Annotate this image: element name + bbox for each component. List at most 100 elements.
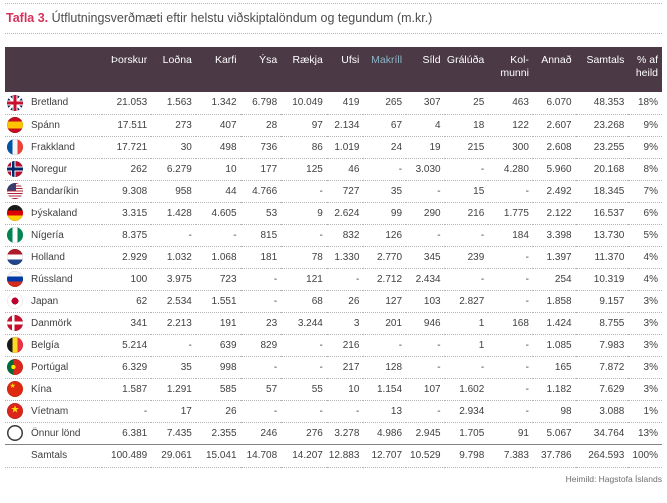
column-header-ufsi: Ufsi (326, 47, 364, 92)
country-label: Belgía (31, 339, 60, 351)
column-header-sild: Síld (406, 47, 445, 92)
value-ysa: 23 (240, 312, 282, 335)
value-karfi: 585 (195, 378, 241, 401)
value-annad: 98 (532, 400, 576, 423)
value-graluda: 239 (444, 246, 489, 269)
report-page: Tafla 3. Útflutningsverðmæti eftir helst… (0, 0, 667, 484)
value-pct-af-heild: 9% (628, 136, 662, 159)
value-sild: 307 (406, 92, 445, 115)
flag-de-icon (7, 205, 23, 221)
column-header-karfi: Karfi (195, 47, 241, 92)
value-samtals: 13.730 (575, 224, 629, 247)
country-cell: Rússland (5, 268, 103, 291)
value-makrill: 12.707 (363, 443, 407, 468)
value-annad: 3.398 (532, 224, 576, 247)
value-kolmunni: - (488, 356, 533, 379)
value-lodna: 273 (151, 114, 196, 137)
value-lodna: 1.032 (151, 246, 196, 269)
value-sild: - (406, 356, 445, 379)
value-annad: 2.608 (532, 136, 576, 159)
country-label: Frakkland (31, 141, 75, 153)
value-samtals: 9.157 (575, 290, 629, 313)
value-pct-af-heild: 1% (628, 400, 662, 423)
value-ufsi: 2.134 (326, 114, 364, 137)
value-annad: 1.397 (532, 246, 576, 269)
value-ufsi: 3.278 (326, 422, 364, 445)
value-ufsi: 1.019 (326, 136, 364, 159)
value-lodna: 1.563 (151, 92, 196, 115)
value-karfi: 15.041 (195, 443, 241, 468)
table-row-ru: Rússland 100 3.975 723-121-2.712 2.434- -254 1… (5, 268, 662, 291)
country-cell: Frakkland (5, 136, 103, 159)
value-pct-af-heild: 4% (628, 268, 662, 291)
value-ysa: 4.766 (240, 180, 282, 203)
column-header-ysa: Ýsa (240, 47, 282, 92)
country-cell: Bretland (5, 92, 103, 115)
value-raekja: 14.207 (281, 443, 327, 468)
value-ufsi: 727 (326, 180, 364, 203)
country-label: Víetnam (31, 405, 69, 417)
value-samtals: 3.088 (575, 400, 629, 423)
column-header-annad: Annað (532, 47, 576, 92)
value-karfi: 44 (195, 180, 241, 203)
value-ysa: 177 (240, 158, 282, 181)
country-cell: Nígería (5, 224, 103, 247)
country-label: Þýskaland (31, 207, 78, 219)
value-raekja: - (281, 400, 327, 423)
table-row-cn: Kína 1.5871.2915855755101.1541071.602-1.1… (5, 378, 662, 401)
value-samtals: 34.764 (575, 422, 629, 445)
value-lodna: 6.279 (151, 158, 196, 181)
value-annad: 2.122 (532, 202, 576, 225)
value-pct-af-heild: 7% (628, 180, 662, 203)
country-cell: Víetnam (5, 400, 103, 423)
value-karfi: - (195, 224, 241, 247)
table-row-no: Noregur 262 6.279 10 177 125 46-3.030-4.280 5.9… (5, 158, 662, 181)
value-graluda: - (444, 268, 489, 291)
table-row-es: Spánn 17.511 273 407 28 97 2.134 67 4 18 122 2.607 2… (5, 114, 662, 137)
value-sild: 3.030 (406, 158, 445, 181)
value-graluda: 9.798 (444, 443, 489, 468)
value-graluda: 1 (444, 312, 489, 335)
value-pct-af-heild: 100% (628, 443, 662, 468)
value-raekja: 86 (281, 136, 327, 159)
value-makrill: 1.154 (363, 378, 407, 401)
flag-us-icon (7, 183, 23, 199)
value-sild: 107 (406, 378, 445, 401)
value-makrill: 201 (363, 312, 407, 335)
country-label: Bretland (31, 97, 69, 109)
table-row-ng: Nígería 8.375- -815-832 126- -184 3.398 13.730… (5, 224, 662, 247)
value-karfi: 4.605 (195, 202, 241, 225)
value-graluda: 15 (444, 180, 489, 203)
value-sild: 290 (406, 202, 445, 225)
column-header-pct-af-heild: % af heild (628, 47, 662, 92)
value-pct-af-heild: 18% (628, 92, 662, 115)
value-lodna: 2.213 (151, 312, 196, 335)
table-row-pt: Portúgal 6.329 35 998- -217 128- - -165 7.872 3% (5, 356, 662, 379)
value-raekja: 3.244 (281, 312, 327, 335)
value-ufsi: 26 (326, 290, 364, 313)
value-karfi: 723 (195, 268, 241, 291)
table-row-gb: Bretland 21.053 1.563 1.342 6.798 10.049 419 26… (5, 92, 662, 115)
value-samtals: 7.872 (575, 356, 629, 379)
value-thorskur: 9.308 (102, 180, 152, 203)
value-thorskur: 21.053 (102, 92, 152, 115)
value-ysa: 829 (240, 334, 282, 357)
value-thorskur: 2.929 (102, 246, 152, 269)
country-label: Rússland (31, 273, 73, 285)
value-ysa: 815 (240, 224, 282, 247)
flag-gb-icon (7, 94, 23, 111)
value-graluda: 25 (444, 92, 489, 115)
flag-fr-icon (7, 139, 23, 155)
value-raekja: 276 (281, 422, 327, 445)
value-ysa: - (240, 268, 282, 291)
value-annad: 2.607 (532, 114, 576, 137)
value-samtals: 10.319 (575, 268, 629, 291)
flag-vn-icon (7, 403, 23, 419)
value-makrill: 13 (363, 400, 407, 423)
value-kolmunni: - (488, 334, 533, 357)
column-header-samtals: Samtals (575, 47, 629, 92)
column-header-raekja: Rækja (281, 47, 327, 92)
export-value-table: Þorskur Loðna Karfi Ýsa Rækja Ufsi Makríll Síld… (5, 47, 662, 468)
value-graluda: 1.705 (444, 422, 489, 445)
value-kolmunni: - (488, 290, 533, 313)
